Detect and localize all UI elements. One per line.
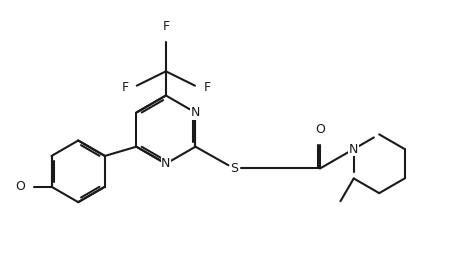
Text: N: N [349,143,358,155]
Text: O: O [315,123,325,136]
Text: S: S [230,162,238,175]
Text: N: N [191,106,200,119]
Text: F: F [162,20,170,34]
Text: N: N [161,157,171,170]
Text: F: F [121,81,128,94]
Text: F: F [203,81,210,94]
Text: O: O [15,180,25,193]
